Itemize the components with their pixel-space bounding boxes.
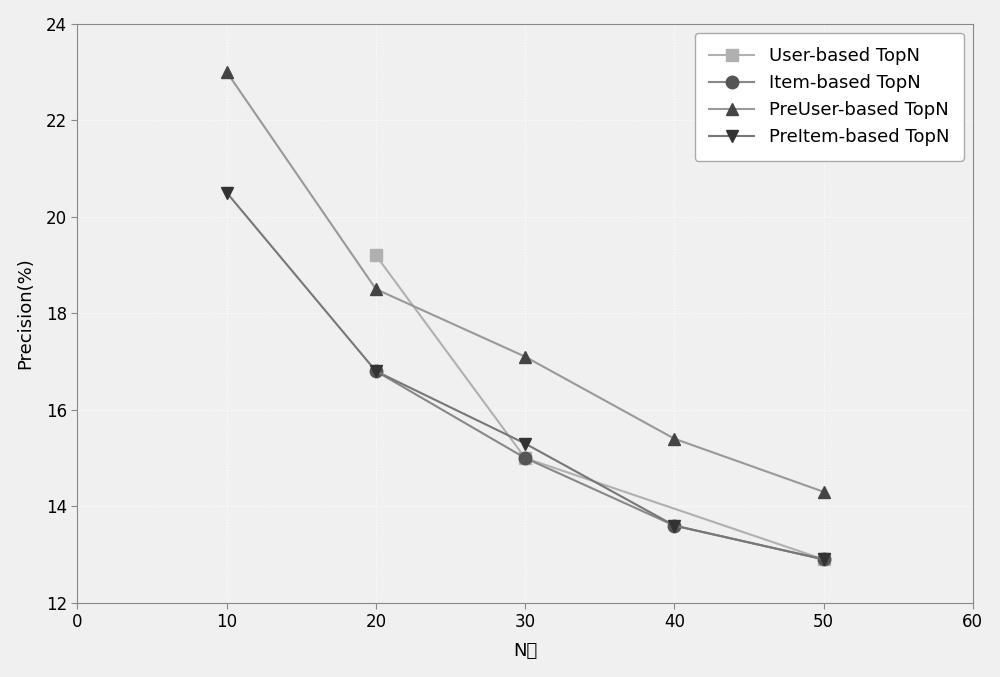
PreItem-based TopN (519, 439, 531, 447)
PreUser-based TopN (519, 353, 531, 361)
Y-axis label: Precision(%): Precision(%) (17, 257, 35, 369)
Item-based TopN (519, 454, 531, 462)
PreUser-based TopN (818, 487, 830, 496)
Line: Item-based TopN: Item-based TopN (370, 365, 830, 565)
Line: PreUser-based TopN: PreUser-based TopN (220, 66, 830, 498)
X-axis label: N値: N値 (513, 642, 537, 660)
Item-based TopN (818, 555, 830, 563)
User-based TopN (818, 555, 830, 563)
PreItem-based TopN (221, 188, 233, 196)
PreItem-based TopN (370, 367, 382, 375)
PreItem-based TopN (818, 555, 830, 563)
PreUser-based TopN (221, 68, 233, 76)
Item-based TopN (370, 367, 382, 375)
PreItem-based TopN (668, 521, 680, 529)
Line: User-based TopN: User-based TopN (370, 249, 830, 565)
Line: PreItem-based TopN: PreItem-based TopN (220, 186, 830, 565)
PreUser-based TopN (370, 285, 382, 293)
User-based TopN (519, 454, 531, 462)
User-based TopN (370, 251, 382, 259)
Legend: User-based TopN, Item-based TopN, PreUser-based TopN, PreItem-based TopN: User-based TopN, Item-based TopN, PreUse… (695, 32, 964, 160)
PreUser-based TopN (668, 435, 680, 443)
Item-based TopN (668, 521, 680, 529)
